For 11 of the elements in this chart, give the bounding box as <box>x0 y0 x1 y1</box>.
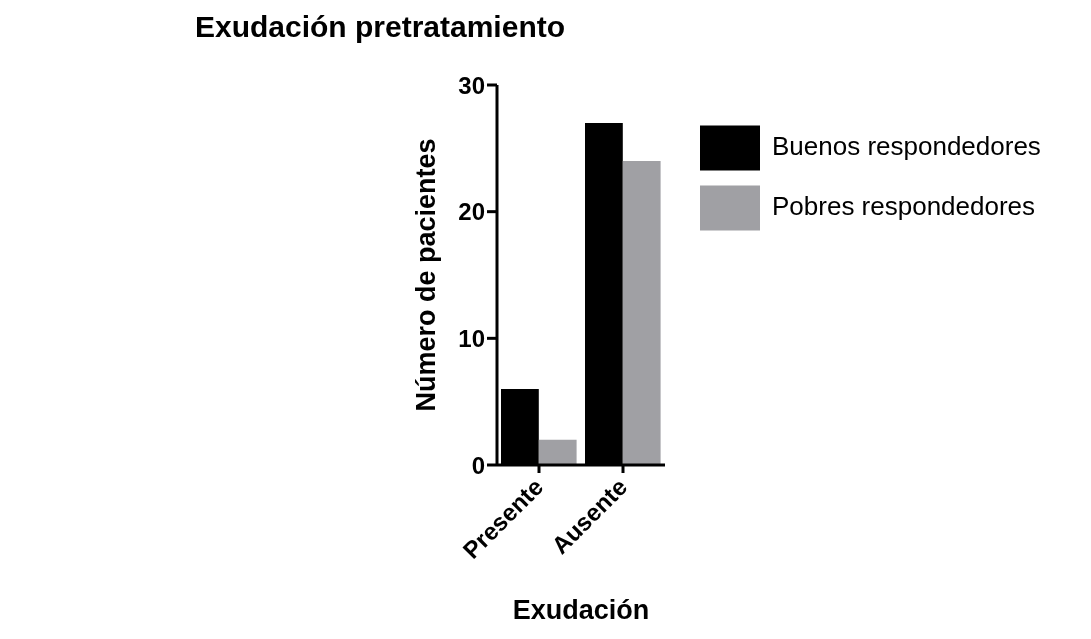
x-axis-title: Exudación <box>512 595 650 625</box>
bar <box>538 439 577 465</box>
y-tick-label: 30 <box>458 71 485 99</box>
y-axis-title: Número de pacientes <box>410 138 441 412</box>
legend-label: Buenos respondedores <box>772 130 1041 161</box>
legend-label: Pobres respondedores <box>772 190 1036 221</box>
y-tick-label: 20 <box>458 198 485 226</box>
y-tick-label: 0 <box>471 451 485 479</box>
chart-title: Exudación pretratamiento <box>193 10 567 44</box>
y-tick-label: 10 <box>458 324 485 352</box>
bar <box>622 161 661 465</box>
